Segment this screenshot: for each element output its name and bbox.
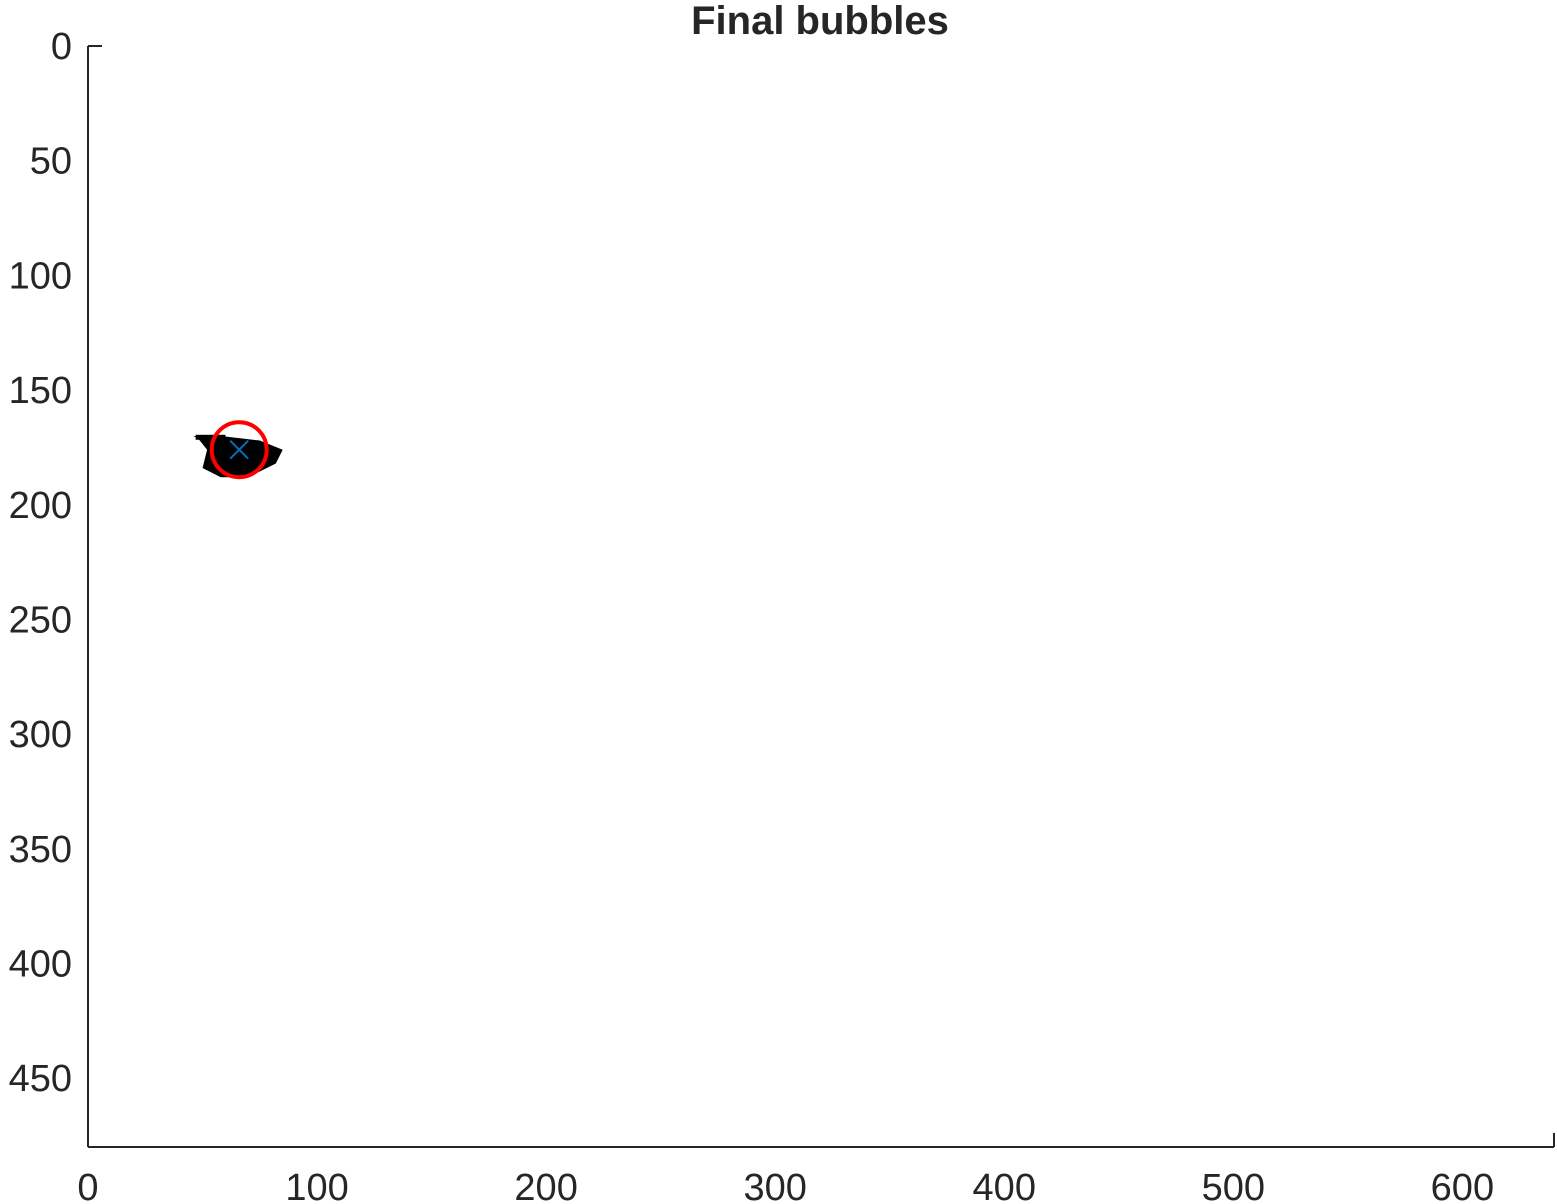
y-tick-label: 400 (9, 944, 72, 986)
x-tick-label: 600 (1431, 1167, 1494, 1204)
y-tick-labels: 0 50 100 150 200 250 300 350 400 450 (9, 26, 72, 1100)
y-tick-label: 100 (9, 255, 72, 297)
plot-content (193, 420, 283, 480)
y-tick-label: 450 (9, 1058, 72, 1100)
x-tick-label: 100 (285, 1167, 348, 1204)
y-tick-label: 250 (9, 599, 72, 641)
x-tick-label: 500 (1202, 1167, 1265, 1204)
x-tick-label: 300 (743, 1167, 806, 1204)
y-tick-label: 350 (9, 829, 72, 871)
axes (87, 45, 1555, 1148)
y-tick-label: 150 (9, 370, 72, 412)
y-tick-label: 300 (9, 714, 72, 756)
x-tick-label: 400 (973, 1167, 1036, 1204)
x-tick-labels: 0 100 200 300 400 500 600 (77, 1167, 1494, 1204)
x-tick-label: 200 (514, 1167, 577, 1204)
y-tick-label: 50 (30, 141, 72, 183)
y-tick-label: 0 (51, 26, 72, 68)
bubble-center-marker (229, 439, 249, 460)
x-tick-label: 0 (77, 1167, 98, 1204)
y-tick-label: 200 (9, 485, 72, 527)
image-blob (193, 435, 283, 478)
image-blob-tail (195, 434, 226, 440)
chart-title: Final bubbles (691, 0, 949, 43)
bubble-circle (209, 420, 269, 480)
